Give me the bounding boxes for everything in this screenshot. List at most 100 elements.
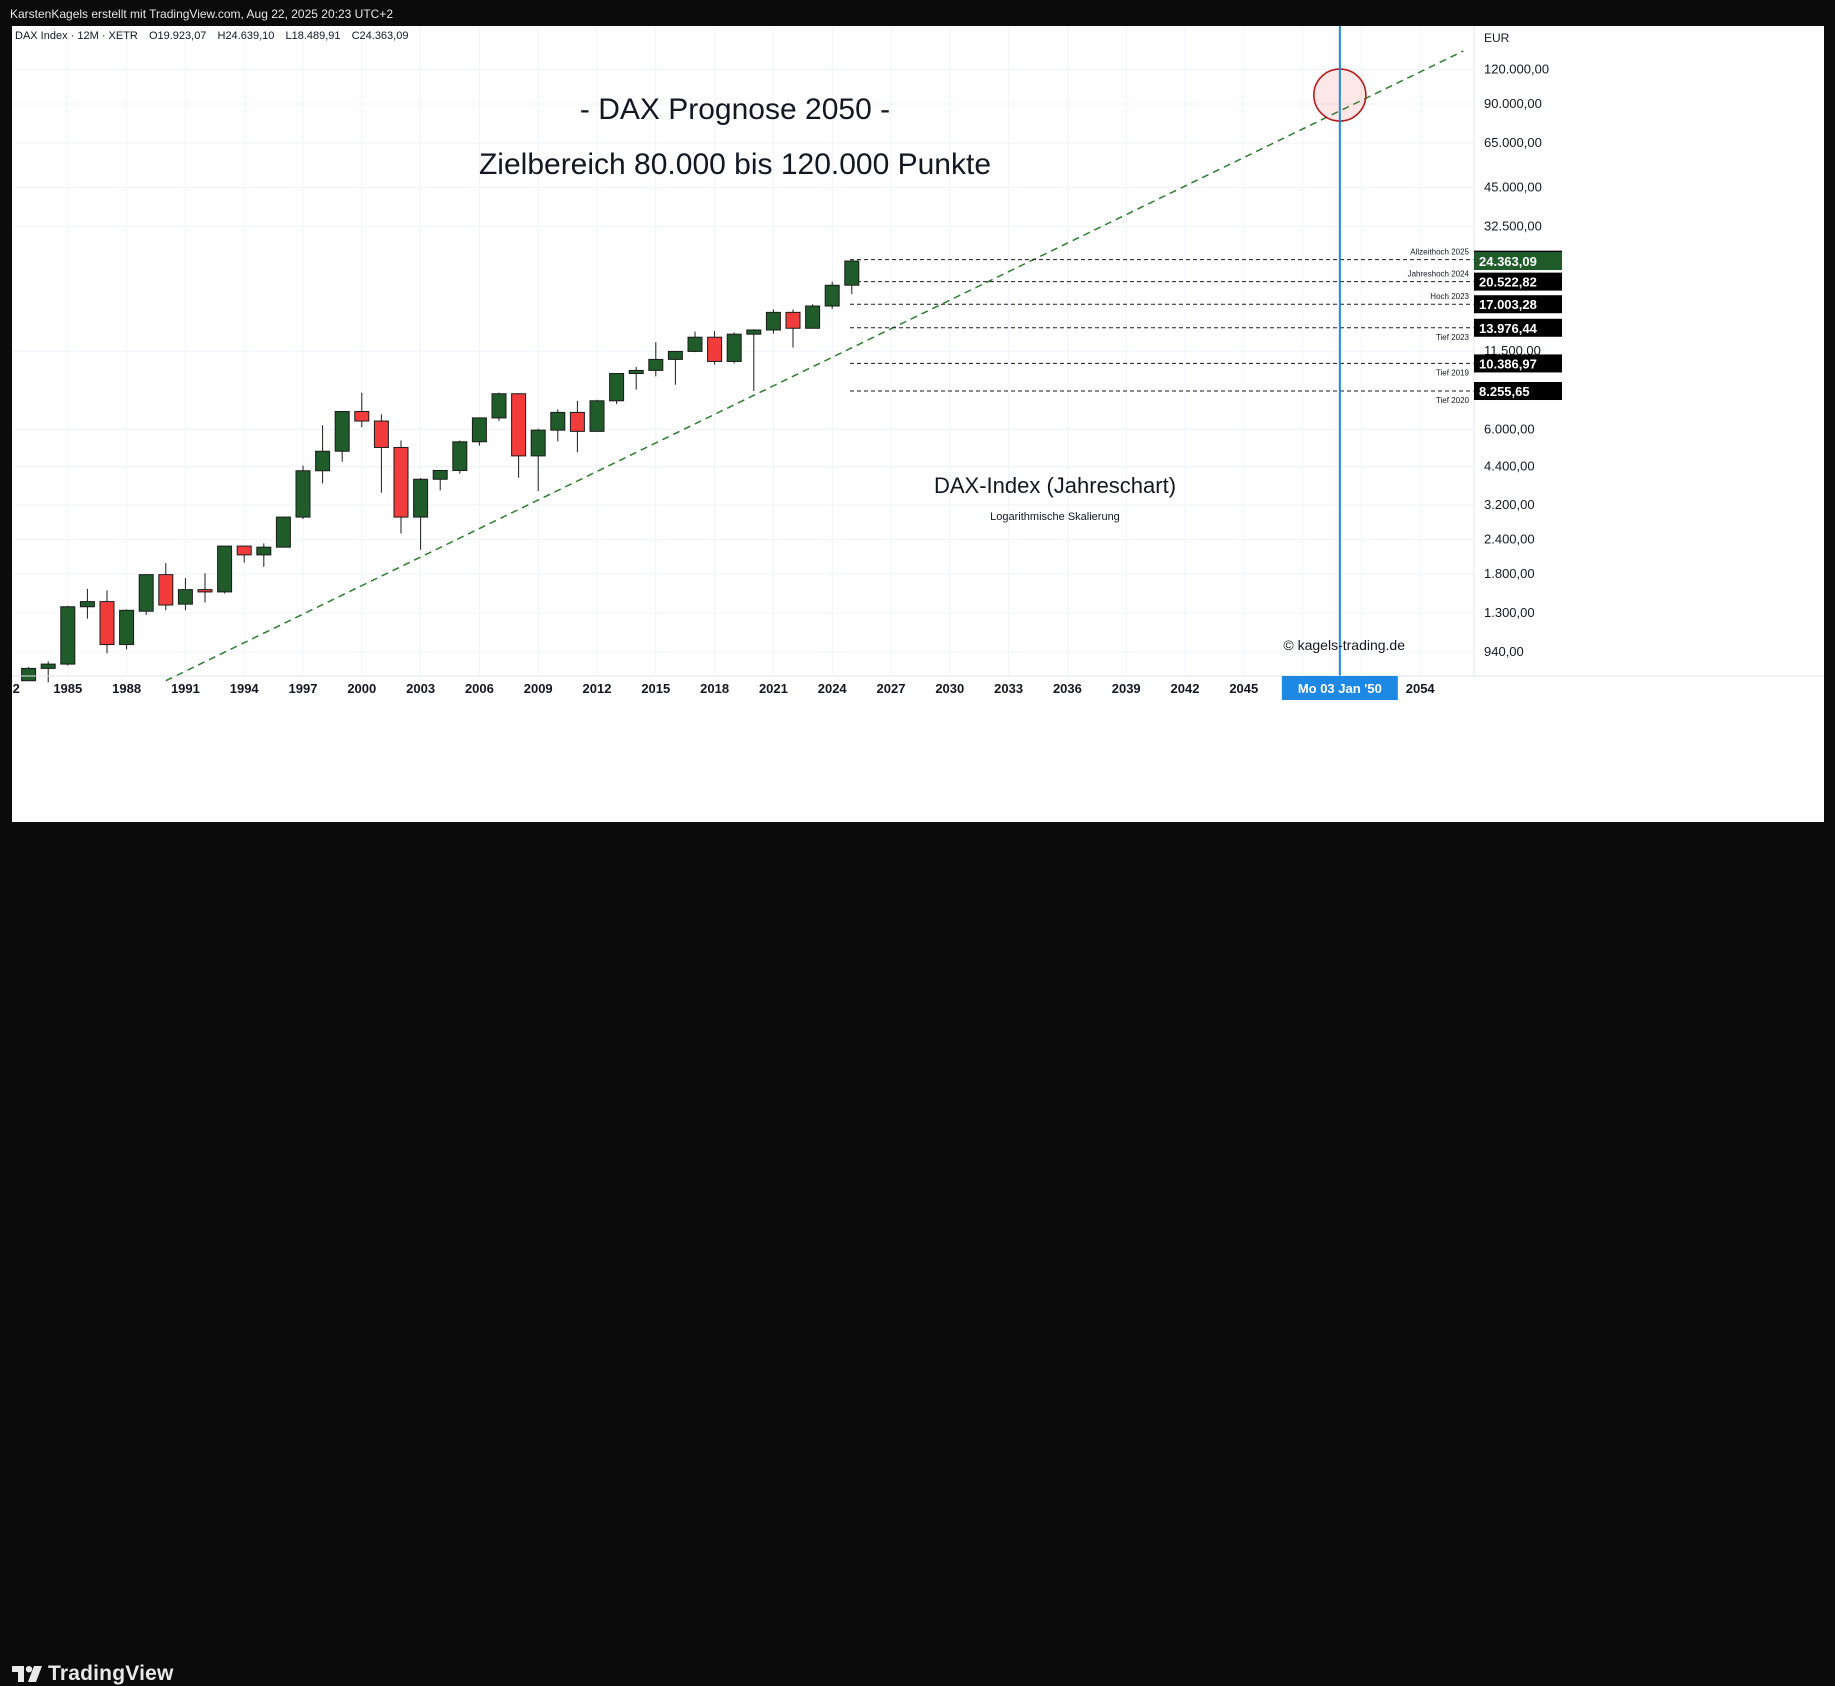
candle-body[interactable] <box>452 441 468 471</box>
candle-body[interactable] <box>197 589 213 593</box>
price-tick-label: 90.000,00 <box>1484 96 1542 111</box>
time-tick-label: 2012 <box>583 681 612 696</box>
price-label-text: 13.976,44 <box>1479 321 1538 336</box>
candle-body[interactable] <box>667 350 683 360</box>
legend-close: C24.363,09 <box>352 30 409 42</box>
candle-body[interactable] <box>119 609 135 646</box>
candle-body[interactable] <box>805 305 821 329</box>
candles <box>21 259 860 683</box>
candle-body[interactable] <box>393 446 409 518</box>
legend-open: O19.923,07 <box>149 30 207 42</box>
candle-body[interactable] <box>726 333 742 362</box>
candle-body[interactable] <box>471 417 487 443</box>
candle-body[interactable] <box>628 369 644 375</box>
price-tick-label: 6.000,00 <box>1484 421 1535 436</box>
current-price-text: 24.363,09 <box>1479 254 1537 269</box>
chart-title: - DAX Prognose 2050 - <box>580 93 890 126</box>
time-tick-label: 2027 <box>877 681 906 696</box>
time-tick-label: 1988 <box>112 681 141 696</box>
time-axis: 982 1985 1988 1991 1994 1997 2000 2003 2006 2009 2… <box>0 676 1436 700</box>
candle-body[interactable] <box>40 663 56 669</box>
candle-body[interactable] <box>158 574 174 606</box>
candle-body[interactable] <box>21 667 37 682</box>
time-tick-label: 2009 <box>524 681 553 696</box>
legend-symbol: DAX Index · 12M · XETR <box>15 30 138 42</box>
time-tick-label: 2030 <box>935 681 964 696</box>
time-tick-label: 2033 <box>994 681 1023 696</box>
candle-body[interactable] <box>217 545 233 593</box>
time-tick-label: 2039 <box>1112 681 1141 696</box>
candle-body[interactable] <box>687 336 703 352</box>
candle-body[interactable] <box>589 400 605 432</box>
candle-body[interactable] <box>432 469 448 480</box>
time-tick-label: 2042 <box>1171 681 1200 696</box>
time-tick-label: 2003 <box>406 681 435 696</box>
price-label-box <box>1474 354 1562 373</box>
candle-body[interactable] <box>256 546 272 556</box>
candle-body[interactable] <box>648 358 664 371</box>
tradingview-wordmark: TradingView <box>48 1662 174 1685</box>
candle-body[interactable] <box>99 601 115 646</box>
price-tick-label: 1.300,00 <box>1484 605 1535 620</box>
candle-body[interactable] <box>177 589 193 605</box>
price-tick-label: 3.200,00 <box>1484 497 1535 512</box>
time-tick-label: 1985 <box>53 681 82 696</box>
time-tick-label: 2000 <box>347 681 376 696</box>
candle-body[interactable] <box>511 393 527 457</box>
candle-body[interactable] <box>550 411 566 431</box>
candle-body[interactable] <box>765 311 781 331</box>
footer: TradingView <box>0 822 1835 1685</box>
time-tick-label: 2024 <box>818 681 848 696</box>
candlestick-chart[interactable]: 120.000,00 90.000,00 65.000,00 45.000,00 32.… <box>0 26 1824 822</box>
price-label-text: 17.003,28 <box>1479 297 1537 312</box>
candle-body[interactable] <box>236 545 252 556</box>
price-tick-label: 45.000,00 <box>1484 179 1542 194</box>
price-label-text: 10.386,97 <box>1479 356 1537 371</box>
time-tick-label: 2054 <box>1406 681 1436 696</box>
price-tick-label: 1.800,00 <box>1484 566 1535 581</box>
candle-body[interactable] <box>295 470 311 518</box>
chart-subtitle: Zielbereich 80.000 bis 120.000 Punkte <box>479 148 991 181</box>
chart-panel[interactable]: 120.000,00 90.000,00 65.000,00 45.000,00 32.… <box>0 26 1824 822</box>
candle-body[interactable] <box>275 516 291 548</box>
candle-body[interactable] <box>746 329 762 335</box>
scale-note: Logarithmische Skalierung <box>990 511 1120 523</box>
tradingview-logo[interactable]: TradingView <box>12 1662 174 1686</box>
candle-body[interactable] <box>844 260 860 286</box>
price-tick-label: 940,00 <box>1484 644 1524 659</box>
candle-body[interactable] <box>785 311 801 329</box>
candle-body[interactable] <box>138 574 154 612</box>
time-tick-label: 1997 <box>289 681 318 696</box>
chart-name-label: DAX-Index (Jahreschart) <box>934 473 1176 498</box>
tradingview-logo-icon <box>12 1666 42 1682</box>
candle-body[interactable] <box>491 393 507 419</box>
price-label-box <box>1474 272 1562 291</box>
time-tick-label: 2006 <box>465 681 494 696</box>
time-tick-label: 2015 <box>641 681 670 696</box>
level-label: Jahreshoch 2024 <box>1408 270 1470 279</box>
candle-body[interactable] <box>569 411 585 432</box>
watermark: © kagels-trading.de <box>1283 637 1405 653</box>
chart-caption: KarstenKagels erstellt mit TradingView.c… <box>10 7 393 21</box>
level-label: Allzeithoch 2025 <box>1410 248 1469 257</box>
current-price-box <box>1474 252 1562 271</box>
candle-body[interactable] <box>373 420 389 448</box>
time-tick-label: 1994 <box>230 681 260 696</box>
trendline <box>165 50 1464 682</box>
time-tick-label: 1991 <box>171 681 200 696</box>
candle-body[interactable] <box>609 373 625 402</box>
candle-body[interactable] <box>530 429 546 457</box>
candle-body[interactable] <box>354 411 370 422</box>
candle-body[interactable] <box>334 411 350 452</box>
currency-label: EUR <box>1484 31 1510 45</box>
candle-body[interactable] <box>413 478 429 518</box>
candle-body[interactable] <box>79 601 95 608</box>
candle-body[interactable] <box>60 606 76 665</box>
candle-body[interactable] <box>315 450 331 472</box>
price-label-box <box>1474 295 1562 314</box>
time-tick-label: 2018 <box>700 681 729 696</box>
candle-body[interactable] <box>824 284 840 307</box>
candle-body[interactable] <box>707 336 723 362</box>
trend-layer <box>165 50 1464 682</box>
price-tick-label: 2.400,00 <box>1484 531 1535 546</box>
